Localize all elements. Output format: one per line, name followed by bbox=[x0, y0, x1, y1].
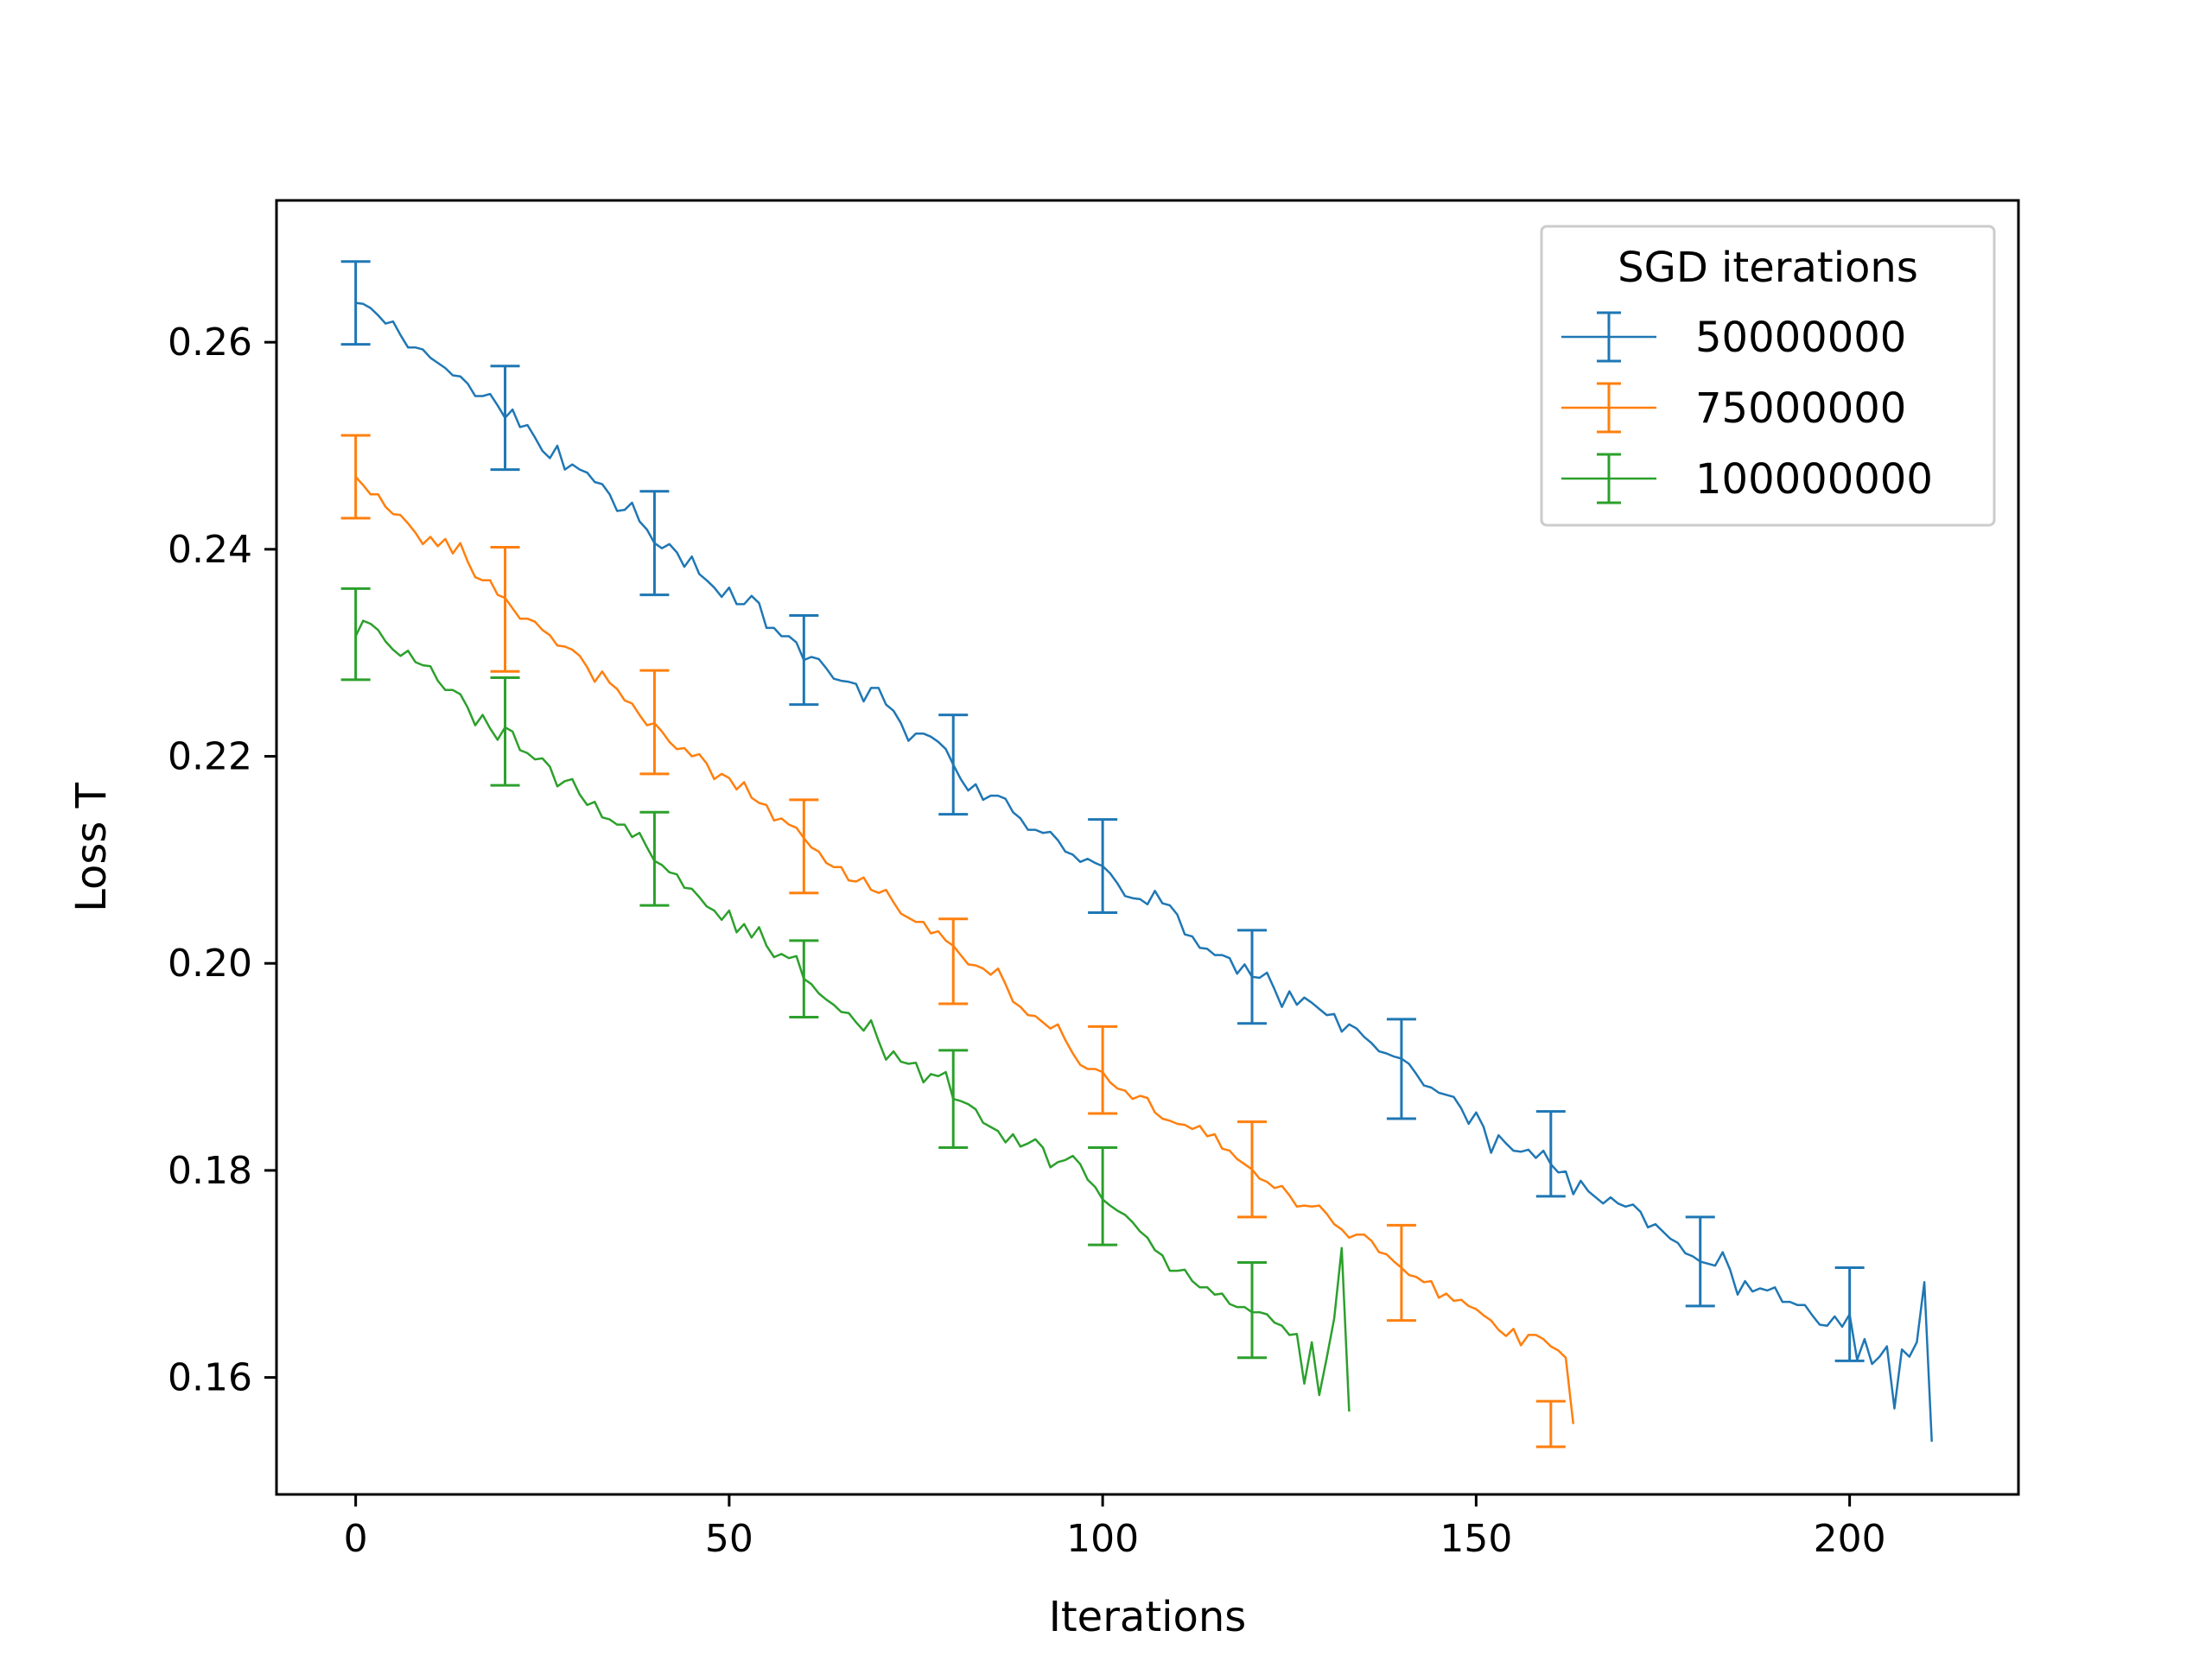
error-bar bbox=[938, 917, 969, 1005]
error-bar bbox=[938, 1049, 969, 1150]
plot-area-frame bbox=[275, 199, 2020, 1496]
series-layer bbox=[340, 260, 1933, 1449]
error-bar bbox=[938, 714, 969, 816]
legend-entry: 75000000 bbox=[1561, 382, 1906, 434]
error-bar bbox=[789, 798, 819, 895]
y-tick-label: 0.16 bbox=[168, 1356, 252, 1400]
legend-title: SGD iterations bbox=[1618, 244, 1918, 292]
error-bar bbox=[1088, 1024, 1118, 1115]
series-50000000 bbox=[340, 260, 1933, 1442]
error-bar bbox=[1685, 1215, 1715, 1308]
error-bar bbox=[340, 587, 371, 682]
error-bar bbox=[340, 260, 371, 346]
x-tick-label: 150 bbox=[1440, 1517, 1512, 1561]
y-axis-label: Loss T bbox=[67, 782, 116, 912]
error-bar bbox=[1088, 818, 1118, 914]
series-line bbox=[354, 619, 1351, 1412]
error-bar bbox=[789, 939, 819, 1019]
legend-entries: 50000000 75000000 100000000 bbox=[1561, 311, 1933, 504]
series-line bbox=[354, 476, 1575, 1424]
y-tick-label: 0.18 bbox=[168, 1149, 252, 1193]
x-axis: 0 50 100 150 200 bbox=[344, 1494, 1886, 1561]
y-tick-label: 0.24 bbox=[168, 528, 252, 572]
error-bar bbox=[1237, 1120, 1268, 1219]
x-tick-label: 50 bbox=[705, 1517, 753, 1561]
x-tick-label: 100 bbox=[1066, 1517, 1139, 1561]
error-bar bbox=[340, 434, 371, 520]
legend-label: 75000000 bbox=[1695, 384, 1906, 433]
error-bar bbox=[1237, 929, 1268, 1025]
y-tick-label: 0.22 bbox=[168, 735, 252, 779]
error-bar bbox=[1535, 1399, 1566, 1449]
error-bar bbox=[1535, 1110, 1566, 1198]
x-tick-label: 0 bbox=[344, 1517, 368, 1561]
legend-label: 100000000 bbox=[1695, 455, 1933, 504]
y-axis: 0.16 0.18 0.20 0.22 0.24 0.26 bbox=[168, 320, 276, 1400]
error-bar bbox=[1088, 1146, 1118, 1246]
y-tick-label: 0.20 bbox=[168, 942, 252, 986]
error-bar bbox=[639, 490, 670, 597]
error-bar bbox=[639, 669, 670, 776]
series-75000000 bbox=[340, 434, 1575, 1449]
error-bar bbox=[1237, 1261, 1268, 1360]
x-tick-label: 200 bbox=[1814, 1517, 1886, 1561]
series-100000000 bbox=[340, 587, 1351, 1412]
x-axis-label: Iterations bbox=[1049, 1593, 1247, 1641]
series-line bbox=[355, 301, 1933, 1442]
legend: SGD iterations 50000000 75000000 100000000 bbox=[1540, 225, 1996, 527]
legend-box bbox=[1540, 225, 1996, 527]
error-bar bbox=[1834, 1266, 1865, 1362]
error-bar bbox=[490, 365, 520, 472]
error-bar bbox=[1386, 1223, 1416, 1323]
error-bar bbox=[639, 810, 670, 907]
error-bar bbox=[490, 545, 520, 673]
y-tick-label: 0.26 bbox=[168, 320, 252, 365]
legend-entry: 50000000 bbox=[1561, 311, 1906, 363]
error-bar bbox=[490, 676, 520, 787]
error-bar bbox=[1386, 1018, 1416, 1120]
legend-label: 50000000 bbox=[1695, 314, 1906, 362]
error-bar bbox=[789, 614, 819, 707]
legend-entry: 100000000 bbox=[1561, 453, 1933, 504]
